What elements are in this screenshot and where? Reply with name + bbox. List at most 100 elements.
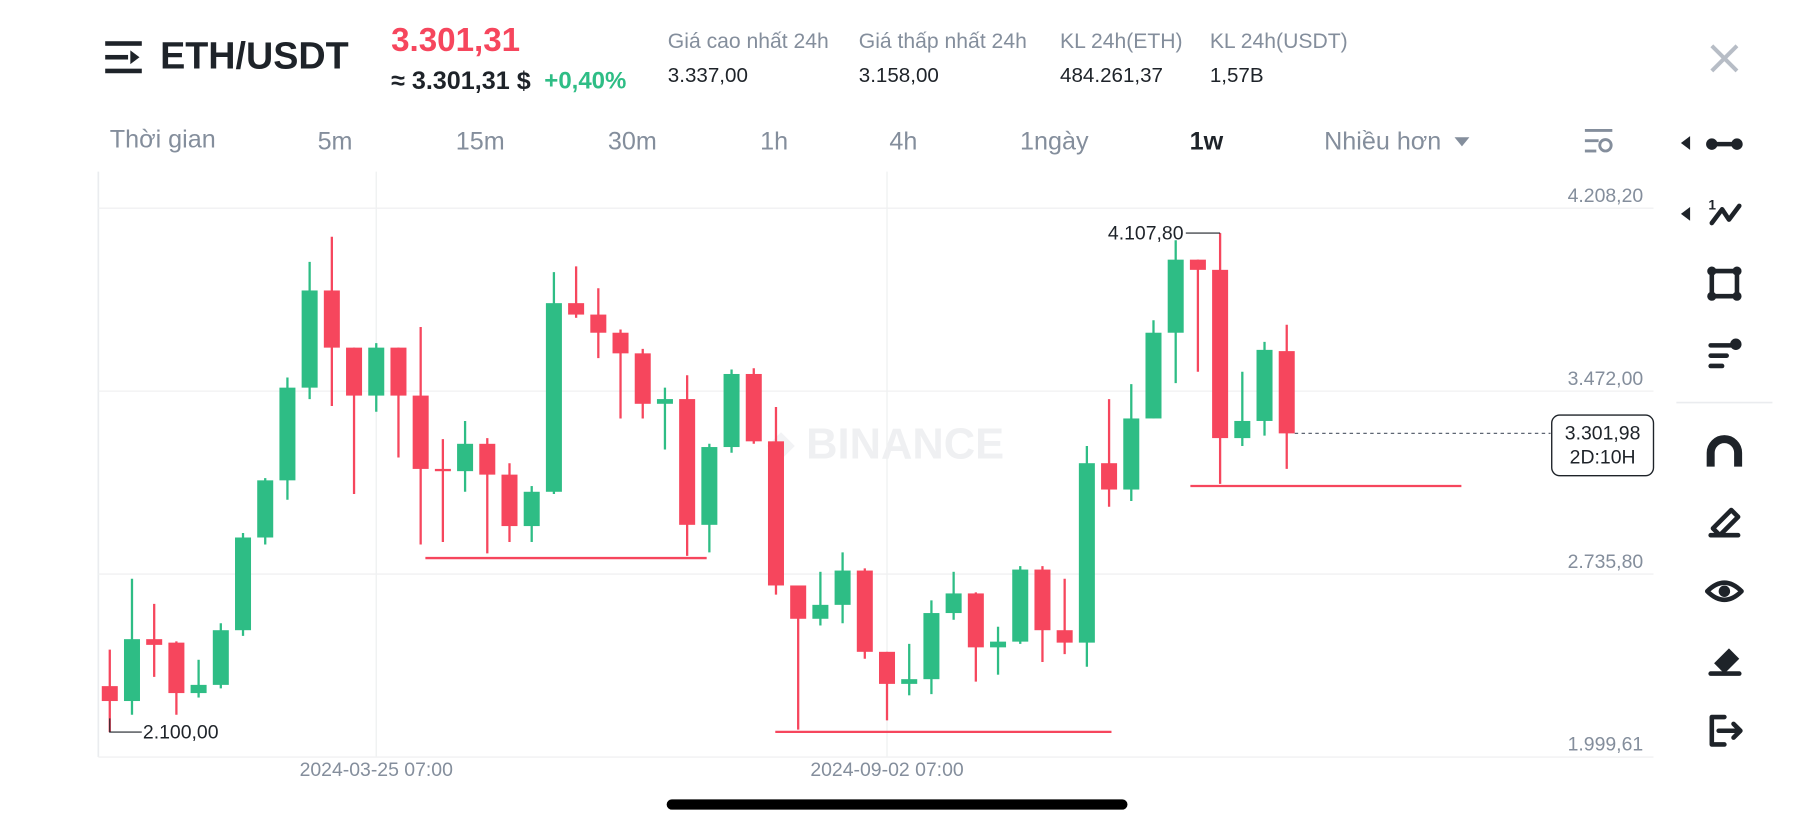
more-button[interactable]: Nhiều hơn [1324, 128, 1441, 156]
x-tick-label: 2024-03-25 07:00 [300, 759, 454, 781]
candle-body [1012, 569, 1029, 642]
candles [101, 233, 1295, 733]
candle-body [235, 537, 252, 631]
last-price-box [1551, 414, 1655, 477]
candle-body [412, 395, 429, 469]
timeframe-tab[interactable]: 15m [456, 128, 505, 156]
candle-body [834, 570, 851, 605]
close-button[interactable] [1710, 44, 1739, 73]
candle-body [1189, 259, 1206, 270]
timeframe-tab[interactable]: 1h [760, 128, 788, 156]
candle-body [1212, 269, 1229, 439]
candle-body [1167, 259, 1184, 333]
expand-arrow [1680, 207, 1691, 221]
shape-tool[interactable] [1707, 266, 1742, 301]
expand-arrow [1680, 136, 1691, 150]
candle-body [1145, 332, 1162, 419]
candle-body [1056, 630, 1073, 643]
candle-body [723, 373, 740, 448]
price-change: +0,40% [544, 68, 626, 95]
stat-value: 484.261,37 [1060, 64, 1163, 87]
menu-arrow [130, 50, 140, 65]
timeframe-label: Thời gian [110, 125, 216, 153]
candle-body [656, 399, 673, 404]
stats: Giá cao nhất 24h 3.337,00 Giá thấp nhất 24… [668, 30, 1348, 87]
candle-body [745, 373, 762, 442]
stat-label: Giá thấp nhất 24h [859, 30, 1027, 53]
candle-body [257, 480, 274, 538]
price-usd: ≈ 3.301,31 $ [391, 67, 531, 95]
candle-body [1034, 569, 1051, 631]
timeframe-tab[interactable]: 1w [1190, 128, 1224, 156]
low-leader [109, 718, 142, 733]
candle-body [612, 332, 629, 354]
stat-label: KL 24h(USDT) [1210, 30, 1348, 53]
candle-body [390, 347, 407, 396]
toolbar: 1 [1676, 136, 1773, 747]
timeframe-tab[interactable]: 4h [889, 128, 917, 156]
chart-settings-icon[interactable] [1584, 128, 1613, 153]
low-label: 2.100,00 [143, 721, 219, 743]
fib-tool[interactable]: 1 [1708, 198, 1742, 226]
y-tick-label: 2.735,80 [1568, 551, 1644, 573]
eraser-tool[interactable] [1708, 648, 1742, 676]
visibility-tool[interactable] [1704, 580, 1744, 603]
candle-body [590, 314, 607, 333]
countdown: 2D:10H [1570, 447, 1636, 469]
timeframe-tab[interactable]: 30m [608, 128, 657, 156]
exit-tool[interactable] [1709, 714, 1743, 747]
candle-body [812, 604, 829, 619]
svg-text:1: 1 [1708, 198, 1716, 213]
symbol[interactable]: ETH/USDT [160, 34, 349, 76]
candle-body [279, 387, 296, 481]
candle-body [1123, 418, 1140, 490]
stat-value: 3.158,00 [859, 64, 939, 87]
candle-body [679, 399, 696, 525]
candle-body [1234, 420, 1251, 439]
candle-body [1101, 463, 1118, 490]
home-indicator [666, 799, 1128, 810]
magnet-tool[interactable] [1706, 435, 1743, 467]
last-price: 3.301,31 [391, 22, 520, 59]
line-tool[interactable] [1706, 138, 1743, 150]
candle-body [146, 639, 163, 645]
stat-value: 1,57B [1210, 64, 1264, 87]
candle-body [967, 593, 984, 648]
menu-bar [105, 68, 142, 74]
y-tick-label: 3.472,00 [1568, 368, 1644, 390]
stat-value: 3.337,00 [668, 64, 748, 87]
candle-body [368, 347, 385, 396]
x-tick-label: 2024-09-02 07:00 [810, 759, 964, 781]
timeframe-tabs: 5m 15m 30m 1h 4h 1ngày 1w [318, 128, 1224, 156]
candle-body [945, 593, 962, 614]
candle-body [501, 474, 518, 527]
icon-gear [1598, 138, 1613, 153]
candle-body [346, 347, 363, 396]
candle-body [301, 290, 318, 388]
candle-body [523, 491, 540, 527]
timeframe-tab[interactable]: 5m [318, 128, 353, 156]
y-tick-label: 4.208,20 [1568, 185, 1644, 207]
candle-body [101, 686, 118, 702]
candle-body [123, 639, 140, 702]
candle-body [457, 443, 474, 472]
close-stroke [1710, 44, 1739, 73]
watermark-text: BINANCE [806, 421, 1004, 469]
candle-body [767, 441, 784, 586]
menu-icon[interactable] [105, 41, 142, 74]
menu-bar [105, 41, 142, 46]
candle-body [323, 290, 340, 348]
text-tool[interactable] [1708, 338, 1742, 369]
timeframe-tab[interactable]: 1ngày [1020, 128, 1089, 156]
candle-body [901, 679, 918, 684]
watermark: BINANCE [767, 421, 1004, 469]
menu-bar [105, 54, 129, 60]
draw-lock-tool[interactable] [1708, 507, 1741, 538]
candle-body [545, 303, 562, 492]
candle-body [1278, 351, 1295, 434]
candle-body [190, 684, 207, 694]
candle-body [790, 585, 807, 619]
high-label: 4.107,80 [1108, 222, 1184, 244]
